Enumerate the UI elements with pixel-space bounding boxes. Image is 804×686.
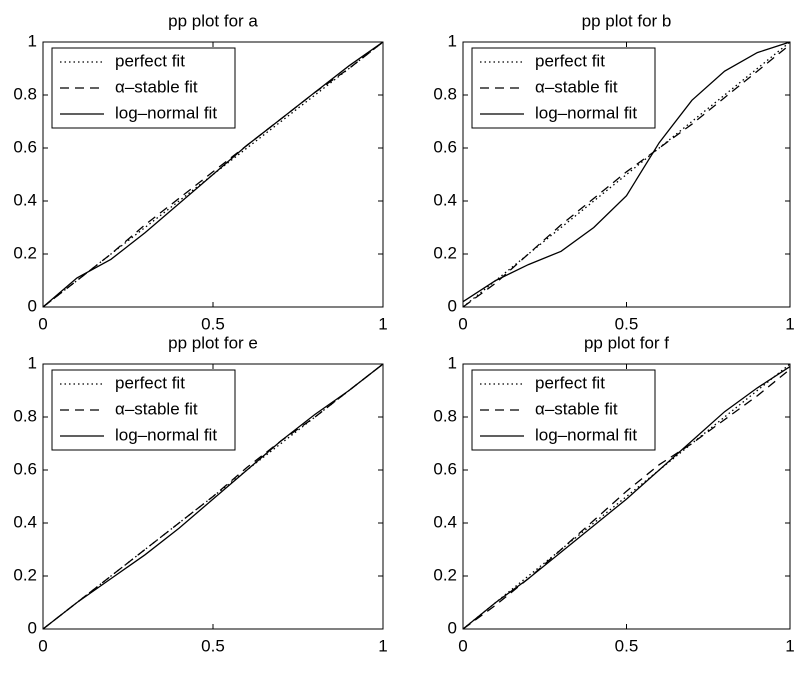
- y-tick-label: 0.4: [13, 512, 37, 531]
- series-line: [462, 368, 791, 630]
- y-tick-label: 1: [448, 353, 457, 372]
- y-tick-label: 0.4: [433, 190, 457, 209]
- y-tick-label: 0.2: [13, 565, 37, 584]
- y-tick-label: 0: [28, 618, 37, 637]
- y-tick-label: 1: [28, 353, 37, 372]
- y-tick-label: 0.4: [433, 512, 457, 531]
- y-tick-label: 0.6: [433, 459, 457, 478]
- series-line: [42, 41, 384, 308]
- y-tick-label: 0.8: [433, 406, 457, 425]
- x-tick-label: 0.5: [201, 636, 225, 655]
- legend-label: log–normal fit: [535, 103, 637, 122]
- legend-label: perfect fit: [535, 51, 605, 70]
- legend-label: α–stable fit: [115, 399, 198, 418]
- y-tick-label: 0.8: [13, 406, 37, 425]
- y-tick-label: 1: [28, 31, 37, 50]
- y-tick-label: 0.6: [13, 137, 37, 156]
- legend-label: perfect fit: [115, 373, 185, 392]
- x-tick-label: 1: [378, 314, 387, 333]
- y-tick-label: 0.6: [433, 137, 457, 156]
- y-tick-label: 0: [28, 296, 37, 315]
- chart-title: pp plot for f: [584, 333, 669, 352]
- y-tick-label: 0.2: [13, 243, 37, 262]
- y-tick-label: 0.2: [433, 243, 457, 262]
- legend-label: α–stable fit: [115, 77, 198, 96]
- legend-label: perfect fit: [115, 51, 185, 70]
- series-line: [462, 366, 791, 630]
- x-tick-label: 1: [378, 636, 387, 655]
- series-line: [42, 41, 384, 308]
- x-tick-label: 1: [785, 636, 794, 655]
- legend-label: log–normal fit: [115, 103, 217, 122]
- chart-title: pp plot for e: [168, 333, 258, 352]
- x-tick-label: 1: [785, 314, 794, 333]
- x-tick-label: 0.5: [615, 636, 639, 655]
- y-tick-label: 0.2: [433, 565, 457, 584]
- legend-label: log–normal fit: [115, 425, 217, 444]
- x-tick-label: 0: [458, 636, 467, 655]
- y-tick-label: 0.6: [13, 459, 37, 478]
- y-tick-label: 0.8: [433, 84, 457, 103]
- series-line: [462, 44, 791, 308]
- legend-label: log–normal fit: [535, 425, 637, 444]
- y-tick-label: 0.4: [13, 190, 37, 209]
- chart-title: pp plot for b: [582, 11, 672, 30]
- x-tick-label: 0: [458, 314, 467, 333]
- series-line: [42, 363, 384, 630]
- x-tick-label: 0: [38, 636, 47, 655]
- x-tick-label: 0: [38, 314, 47, 333]
- y-tick-label: 0: [448, 296, 457, 315]
- y-tick-label: 0: [448, 618, 457, 637]
- series-line: [462, 41, 791, 303]
- x-tick-label: 0.5: [201, 314, 225, 333]
- x-tick-label: 0.5: [615, 314, 639, 333]
- chart-title: pp plot for a: [168, 11, 258, 30]
- series-line: [42, 363, 384, 630]
- y-tick-label: 1: [448, 31, 457, 50]
- y-tick-label: 0.8: [13, 84, 37, 103]
- legend-label: perfect fit: [535, 373, 605, 392]
- legend-label: α–stable fit: [535, 399, 618, 418]
- legend-label: α–stable fit: [535, 77, 618, 96]
